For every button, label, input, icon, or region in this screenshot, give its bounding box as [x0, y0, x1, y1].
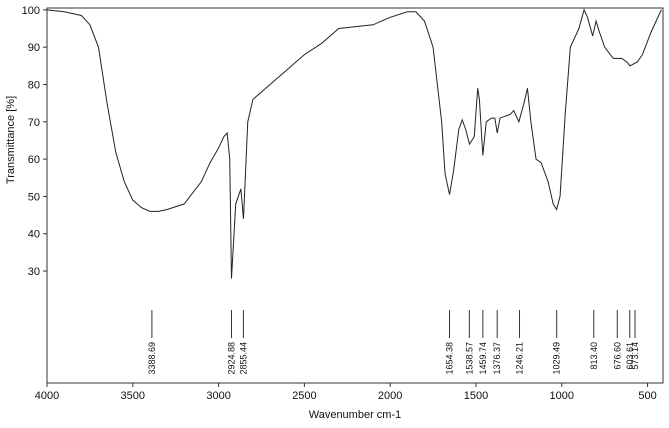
y-axis-label: Transmittance [%] — [5, 96, 17, 184]
spectrum-line — [46, 8, 662, 279]
peak-label: 1029.49 — [552, 342, 562, 375]
peak-label: 1376.37 — [492, 342, 502, 375]
peak-label: 603.61 — [625, 342, 635, 370]
y-tick-label: 50 — [28, 191, 40, 203]
x-tick-label: 3500 — [121, 390, 145, 402]
x-tick-label: 500 — [638, 390, 656, 402]
peak-label: 2855.44 — [238, 342, 248, 375]
peak-label: 1538.57 — [464, 342, 474, 375]
x-tick-label: 1000 — [550, 390, 574, 402]
y-tick-label: 70 — [28, 117, 40, 129]
x-tick-label: 4000 — [35, 390, 59, 402]
y-tick-label: 40 — [28, 229, 40, 241]
x-tick-label: 3000 — [206, 390, 230, 402]
peak-label: 1654.38 — [444, 342, 454, 375]
x-tick-label: 2000 — [378, 390, 402, 402]
y-tick-label: 30 — [28, 266, 40, 278]
peak-label: 2924.88 — [226, 342, 236, 375]
plot-frame — [46, 7, 664, 384]
peak-label: 573.14 — [630, 342, 640, 370]
peak-label: 1246.21 — [515, 342, 525, 375]
peak-label: 676.60 — [612, 342, 622, 370]
peak-label: 813.40 — [589, 342, 599, 370]
x-tick-label: 1500 — [464, 390, 488, 402]
y-tick-label: 100 — [22, 5, 40, 17]
peak-label: 1459.74 — [478, 342, 488, 375]
x-axis-label: Wavenumber cm-1 — [309, 409, 402, 421]
y-tick-label: 80 — [28, 79, 40, 91]
x-tick-label: 2500 — [292, 390, 316, 402]
y-tick-label: 60 — [28, 154, 40, 166]
y-tick-label: 90 — [28, 42, 40, 54]
peak-label: 3388.69 — [147, 342, 157, 375]
